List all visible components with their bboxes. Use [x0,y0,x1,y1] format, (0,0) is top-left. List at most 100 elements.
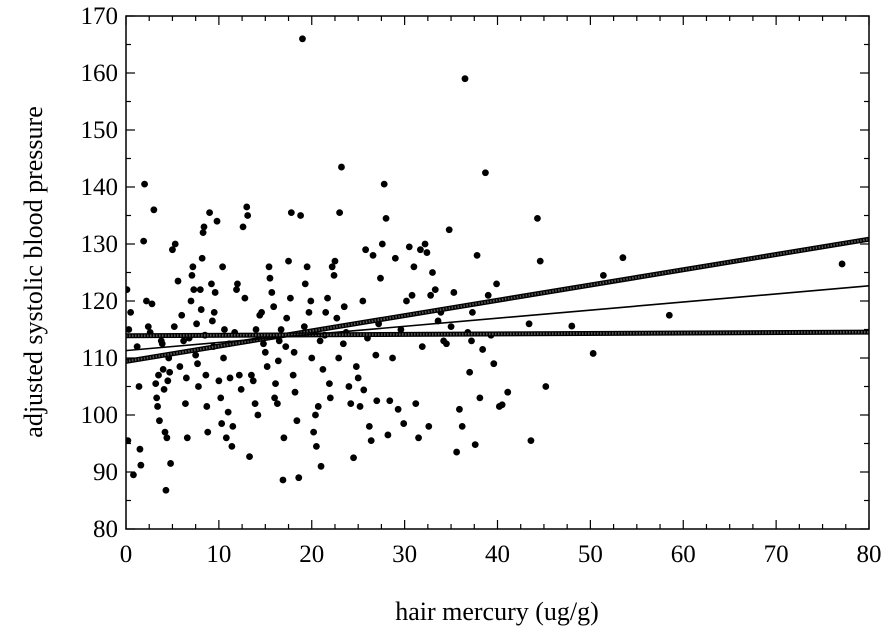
scatter-point [182,400,189,407]
y-tick-label: 100 [81,402,119,429]
scatter-point [405,243,413,251]
scatter-point [429,269,436,276]
scatter-point [350,454,357,462]
scatter-point [619,254,627,262]
scatter-point [198,254,206,262]
scatter-point [293,417,301,425]
scatter-point [287,209,295,217]
scatter-point [415,434,422,442]
scatter-point [589,350,597,357]
x-tick-label: 30 [392,541,417,568]
scatter-point [394,405,402,413]
scatter-point [166,368,174,376]
plot-frame [125,15,870,530]
y-tick-label: 110 [81,345,118,372]
scatter-point [159,366,167,373]
y-axis-title: adjusted systolic blood pressure [19,106,48,437]
scatter-point [336,209,344,217]
scatter-point [305,309,313,316]
scatter-point [217,394,225,402]
y-tick-label: 140 [81,174,119,201]
scatter-point [272,380,279,388]
scatter-point [229,423,237,430]
scatter-point [258,309,265,316]
scatter-point [431,286,439,293]
scatter-point [310,428,318,436]
scatter-point [154,403,161,410]
scatter-point [135,383,143,390]
scatter-point [215,377,223,385]
scatter-point [345,383,353,390]
scatter-point [213,217,221,225]
scatter-point [450,289,458,296]
scatter-point [152,380,160,388]
scatter-point [456,405,463,413]
scatter-point [493,280,500,288]
scatter-point [534,214,541,222]
scatter-point [153,394,161,402]
scatter-point [328,263,336,271]
scatter-point [365,423,373,430]
y-tick-label: 150 [81,117,119,144]
scatter-point [338,163,345,171]
scatter-point [312,442,320,450]
scatter-point [210,309,218,316]
scatter-point [408,291,416,299]
x-tick-label: 40 [485,541,510,568]
scatter-point [322,309,330,316]
scatter-point [203,403,211,410]
scatter-point [286,294,294,302]
scatter-point [182,374,190,382]
y-tick-label: 120 [81,288,119,315]
tick-labels: 0 10 20 30 40 50 60 70 80 80 90 100 110 120 130 140 150 1… [81,3,882,568]
y-tick-label: 160 [81,60,119,87]
scatter-point [241,294,249,302]
scatter-point [137,461,145,469]
scatter-point [226,374,234,382]
scatter-point [239,223,247,231]
scatter-point [418,343,426,350]
scatter-point [178,311,186,319]
scatter-point [423,249,431,256]
x-tick-label: 20 [299,541,324,568]
scatter-point [130,471,137,479]
scatter-point [274,357,282,365]
scatter-point [196,286,204,293]
scatter-point [211,289,219,296]
scatter-point [838,260,846,268]
scatter-point [280,434,288,442]
scatter-point [171,240,179,248]
scatter-point [421,240,429,248]
scatter-point [333,314,341,322]
scatter-point [187,297,195,305]
upper-confidence-line [126,238,869,363]
scatter-point [308,354,316,362]
scatter-point [195,383,202,390]
scatter-point [221,326,228,333]
scatter-point [372,351,380,359]
scatter-point [133,343,141,350]
scatter-point [479,346,487,353]
x-tick-label: 70 [764,541,789,568]
scatter-point [180,337,187,345]
scatter-point [263,363,271,370]
scatter-point [340,303,348,311]
scatter-point [377,274,384,282]
scatter-point [246,453,253,461]
scatter-point [243,203,251,211]
scatter-point [163,434,171,442]
scatter-point [443,340,450,348]
scatter-point [400,420,408,427]
scatter-point [498,401,506,409]
scatter-point [271,394,278,402]
scatter-point [412,400,420,407]
scatter-point [190,286,198,293]
scatter-point [233,286,240,293]
scatter-point [268,289,276,296]
scatter-point [160,385,168,393]
y-tick-label: 130 [81,231,119,258]
scatter-point [161,428,169,436]
scatter-point [458,423,466,430]
scatter-point [568,322,576,330]
